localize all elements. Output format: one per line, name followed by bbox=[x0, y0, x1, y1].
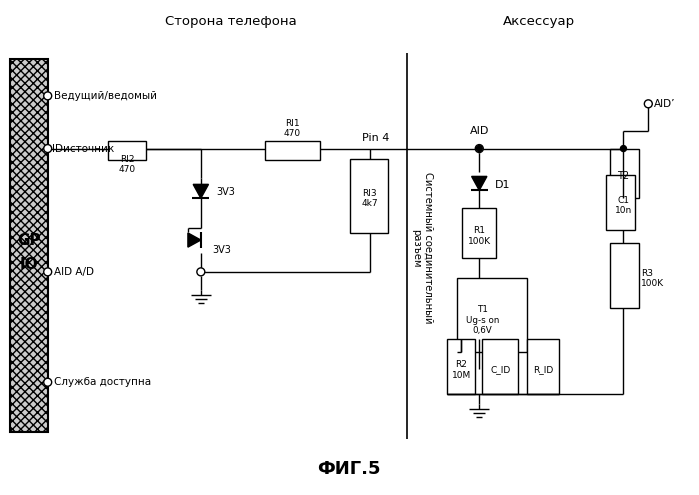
Bar bbox=[457, 278, 527, 352]
Circle shape bbox=[44, 378, 52, 386]
Bar bbox=[10, 59, 48, 432]
Text: R2
10M: R2 10M bbox=[452, 360, 471, 380]
Text: AID A/D: AID A/D bbox=[54, 267, 94, 277]
Text: Pin 4: Pin 4 bbox=[362, 133, 390, 143]
Text: R_ID: R_ID bbox=[533, 365, 553, 374]
Bar bbox=[610, 243, 640, 308]
Text: Служба доступна: Служба доступна bbox=[54, 377, 151, 387]
Text: AID’: AID’ bbox=[654, 99, 676, 109]
Bar bbox=[605, 175, 635, 230]
Bar bbox=[462, 208, 496, 258]
Text: C_ID: C_ID bbox=[490, 365, 510, 374]
Text: RI1
470: RI1 470 bbox=[284, 119, 301, 139]
Text: R1
100K: R1 100K bbox=[468, 226, 491, 246]
Bar bbox=[527, 340, 559, 394]
Bar bbox=[610, 148, 640, 198]
Text: C1
10n: C1 10n bbox=[615, 196, 632, 215]
Circle shape bbox=[44, 92, 52, 100]
Text: 3V3: 3V3 bbox=[217, 187, 236, 198]
Bar bbox=[108, 141, 146, 160]
Text: GP: GP bbox=[17, 233, 41, 248]
Circle shape bbox=[644, 100, 652, 108]
Circle shape bbox=[475, 145, 483, 152]
Text: Аксессуар: Аксессуар bbox=[503, 15, 575, 28]
Circle shape bbox=[44, 145, 52, 152]
Polygon shape bbox=[193, 184, 208, 198]
Bar bbox=[350, 158, 388, 233]
Text: 3V3: 3V3 bbox=[212, 245, 231, 255]
Circle shape bbox=[197, 268, 205, 276]
Polygon shape bbox=[188, 233, 201, 247]
Bar bbox=[482, 340, 518, 394]
Text: Ведущий/ведомый: Ведущий/ведомый bbox=[54, 91, 157, 101]
Text: T1
Ug-s on
0,6V: T1 Ug-s on 0,6V bbox=[466, 305, 499, 335]
Text: ФИГ.5: ФИГ.5 bbox=[317, 460, 381, 478]
Polygon shape bbox=[472, 176, 487, 190]
Text: AID: AID bbox=[470, 126, 489, 136]
Text: D1: D1 bbox=[495, 180, 511, 191]
Text: Системный соединительный
разъем: Системный соединительный разъем bbox=[412, 172, 434, 324]
Text: IO: IO bbox=[20, 257, 38, 272]
Circle shape bbox=[476, 146, 482, 151]
Circle shape bbox=[44, 268, 52, 276]
Text: Сторона телефона: Сторона телефона bbox=[165, 15, 296, 28]
Text: IDисточник: IDисточник bbox=[52, 144, 114, 153]
Bar bbox=[447, 340, 475, 394]
Text: RI2
470: RI2 470 bbox=[119, 155, 136, 174]
Text: T2: T2 bbox=[617, 171, 630, 181]
Text: RI3
4k7: RI3 4k7 bbox=[361, 189, 378, 208]
Bar bbox=[266, 141, 320, 160]
Circle shape bbox=[621, 146, 626, 151]
Text: R3
100K: R3 100K bbox=[642, 269, 665, 288]
